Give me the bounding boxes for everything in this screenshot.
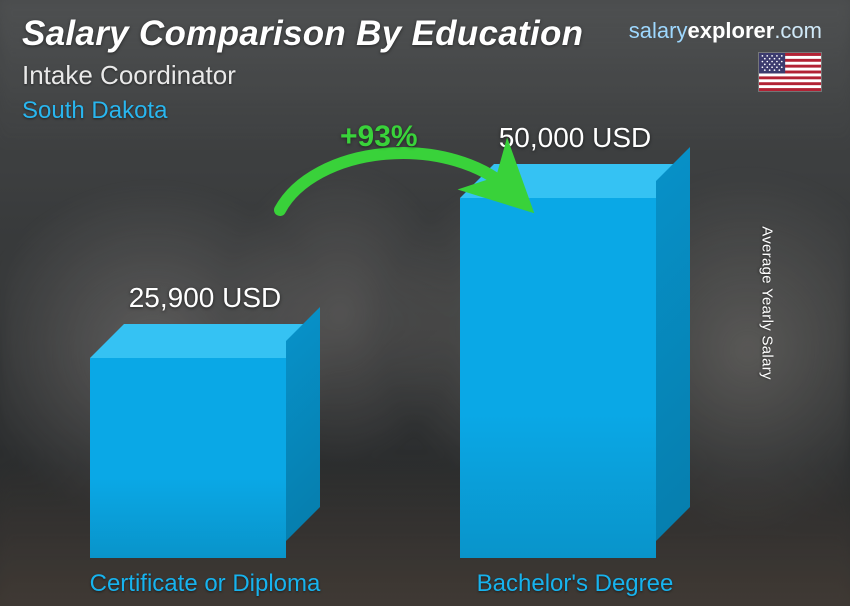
- job-title: Intake Coordinator: [22, 60, 583, 91]
- us-flag-icon: [758, 52, 822, 92]
- header-block: Salary Comparison By Education Intake Co…: [22, 14, 583, 125]
- bar-side-face: [286, 307, 320, 541]
- bar-chart: 25,900 USD Certificate or Diploma 50,000…: [0, 150, 810, 558]
- bar-category-label: Bachelor's Degree: [477, 570, 674, 598]
- bar-front-face: [460, 198, 656, 558]
- page-title: Salary Comparison By Education: [22, 14, 583, 54]
- brand-dotcom: .com: [774, 18, 822, 43]
- bar-bachelors-degree: 50,000 USD Bachelor's Degree: [460, 198, 690, 558]
- bar-certificate-or-diploma: 25,900 USD Certificate or Diploma: [90, 358, 320, 558]
- brand-block: salaryexplorer.com: [629, 18, 822, 97]
- brand-label: salaryexplorer.com: [629, 18, 822, 44]
- percent-increase-label: +93%: [340, 120, 418, 154]
- bar-category-label: Certificate or Diploma: [90, 570, 321, 598]
- bar-value-label: 25,900 USD: [129, 282, 282, 314]
- bar-side-face: [656, 147, 690, 541]
- brand-explorer: explorer: [687, 18, 774, 43]
- location-label: South Dakota: [22, 97, 583, 125]
- bar-value-label: 50,000 USD: [499, 122, 652, 154]
- bar-front-face: [90, 358, 286, 558]
- brand-salary: salary: [629, 18, 688, 43]
